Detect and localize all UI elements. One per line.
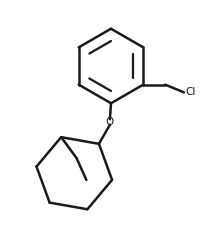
Text: Cl: Cl: [186, 87, 196, 97]
Text: O: O: [106, 117, 114, 127]
